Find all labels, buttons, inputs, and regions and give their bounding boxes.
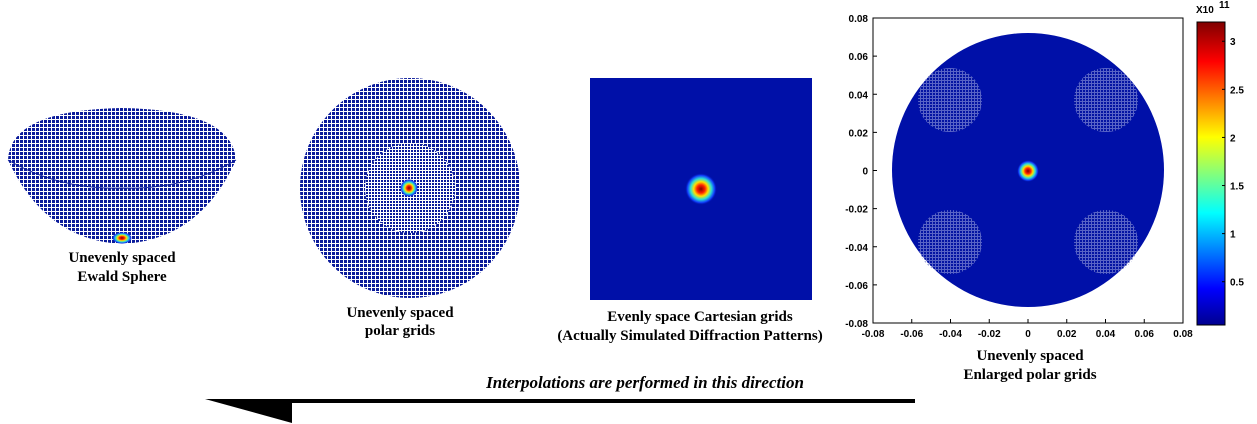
ewald-sphere (8, 108, 236, 244)
direction-arrow (205, 399, 915, 423)
caption: (Actually Simulated Diffraction Patterns… (557, 328, 822, 344)
x-tick-label: 0.02 (1057, 329, 1077, 340)
y-tick-label: 0.06 (849, 52, 869, 63)
enlarged-polar-plot (873, 18, 1183, 323)
y-tick-label: -0.02 (845, 205, 868, 216)
x-tick-label: 0.08 (1173, 329, 1193, 340)
caption: Unevenly spaced (68, 250, 176, 266)
y-tick-label: -0.08 (845, 319, 868, 330)
colorbar-tick-label: 2 (1230, 133, 1236, 144)
arrow-text: Interpolations are performed in this dir… (485, 373, 804, 392)
x-tick-label: -0.02 (978, 329, 1001, 340)
figure: Unevenly spaced Ewald Sphere Unevenly sp… (0, 0, 1257, 424)
x-tick-label: -0.06 (900, 329, 923, 340)
colorbar-tick-label: 2.5 (1230, 85, 1244, 96)
colorbar-tick-label: 1.5 (1230, 182, 1244, 193)
colorbar-tick-label: 3 (1230, 37, 1236, 48)
y-tick-label: -0.04 (845, 243, 868, 254)
caption: Enlarged polar grids (963, 367, 1096, 383)
colorbar-tick-label: 0.5 (1230, 278, 1244, 289)
cartesian-grid (590, 78, 812, 300)
x-tick-label: 0.04 (1096, 329, 1116, 340)
y-tick-label: 0 (862, 167, 868, 178)
y-tick-label: 0.08 (849, 14, 869, 25)
x-tick-label: 0.06 (1135, 329, 1155, 340)
caption: Ewald Sphere (77, 269, 167, 285)
x-tick-label: -0.04 (939, 329, 962, 340)
x-tick-label: -0.08 (862, 329, 885, 340)
y-tick-label: -0.06 (845, 281, 868, 292)
y-tick-label: 0.04 (849, 90, 869, 101)
y-tick-label: 0.02 (849, 128, 869, 139)
colorbar (1197, 22, 1225, 325)
caption: Unevenly spaced (976, 348, 1084, 364)
caption: Unevenly spaced (346, 305, 454, 321)
polar-grid (300, 78, 520, 298)
caption: Evenly space Cartesian grids (607, 309, 793, 325)
caption: polar grids (365, 323, 435, 339)
colorbar-exponent: 11 (1219, 0, 1230, 11)
x-tick-label: 0 (1025, 329, 1031, 340)
colorbar-multiplier: X10 (1196, 5, 1214, 16)
colorbar-tick-label: 1 (1230, 230, 1236, 241)
